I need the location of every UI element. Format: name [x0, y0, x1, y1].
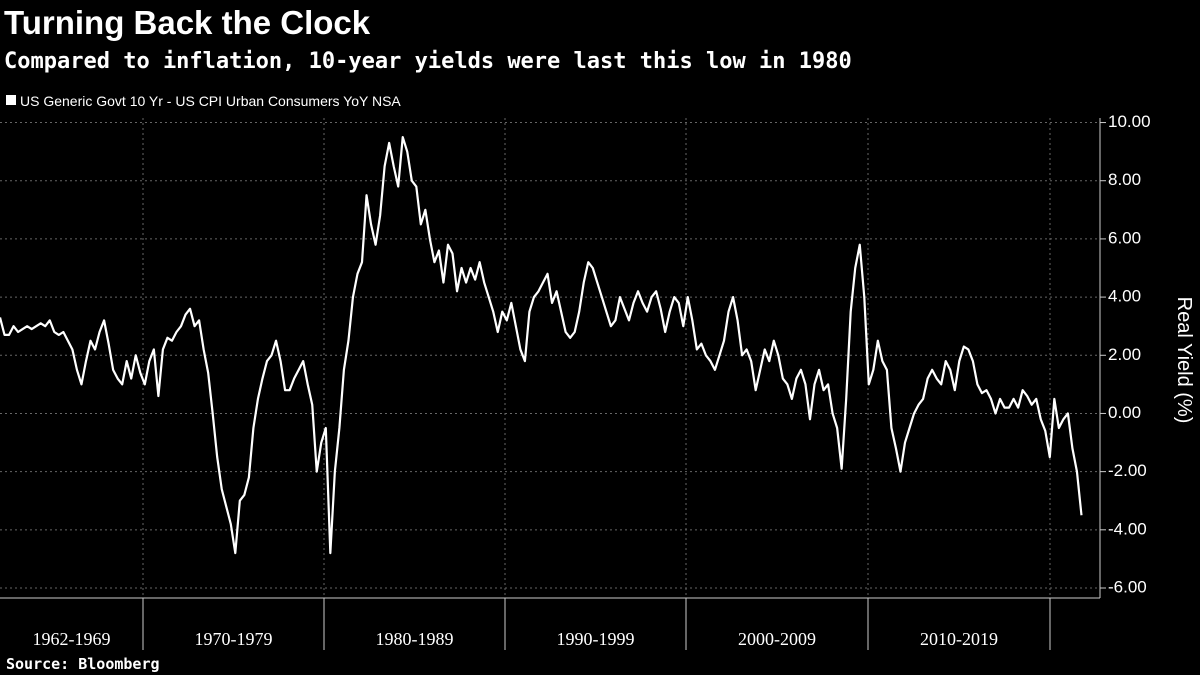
- y-tick-label: -4.00: [1108, 519, 1147, 538]
- x-category-label: 1970-1979: [195, 629, 273, 649]
- x-category-label: 2010-2019: [920, 629, 998, 649]
- y-tick-label: 2.00: [1108, 345, 1141, 364]
- y-tick-label: 4.00: [1108, 287, 1141, 306]
- y-axis-title: Real Yield (%): [1173, 297, 1195, 424]
- y-tick-label: 8.00: [1108, 170, 1141, 189]
- x-category-label: 2000-2009: [738, 629, 816, 649]
- line-series: [0, 135, 1083, 555]
- y-tick-label: 0.00: [1108, 403, 1141, 422]
- chart-title: Turning Back the Clock: [4, 4, 371, 41]
- legend-swatch: [6, 95, 16, 105]
- x-category-label: 1990-1999: [557, 629, 635, 649]
- y-tick-label: -2.00: [1108, 461, 1147, 480]
- chart-subtitle: Compared to inflation, 10-year yields we…: [4, 49, 852, 74]
- source: Source: Bloomberg: [6, 655, 160, 673]
- y-tick-label: 6.00: [1108, 228, 1141, 247]
- y-tick-label: 10.00: [1108, 112, 1151, 131]
- legend-label: US Generic Govt 10 Yr - US CPI Urban Con…: [20, 93, 401, 109]
- x-category-label: 1962-1969: [33, 629, 111, 649]
- y-tick-label: -6.00: [1108, 577, 1147, 596]
- x-category-label: 1980-1989: [376, 629, 454, 649]
